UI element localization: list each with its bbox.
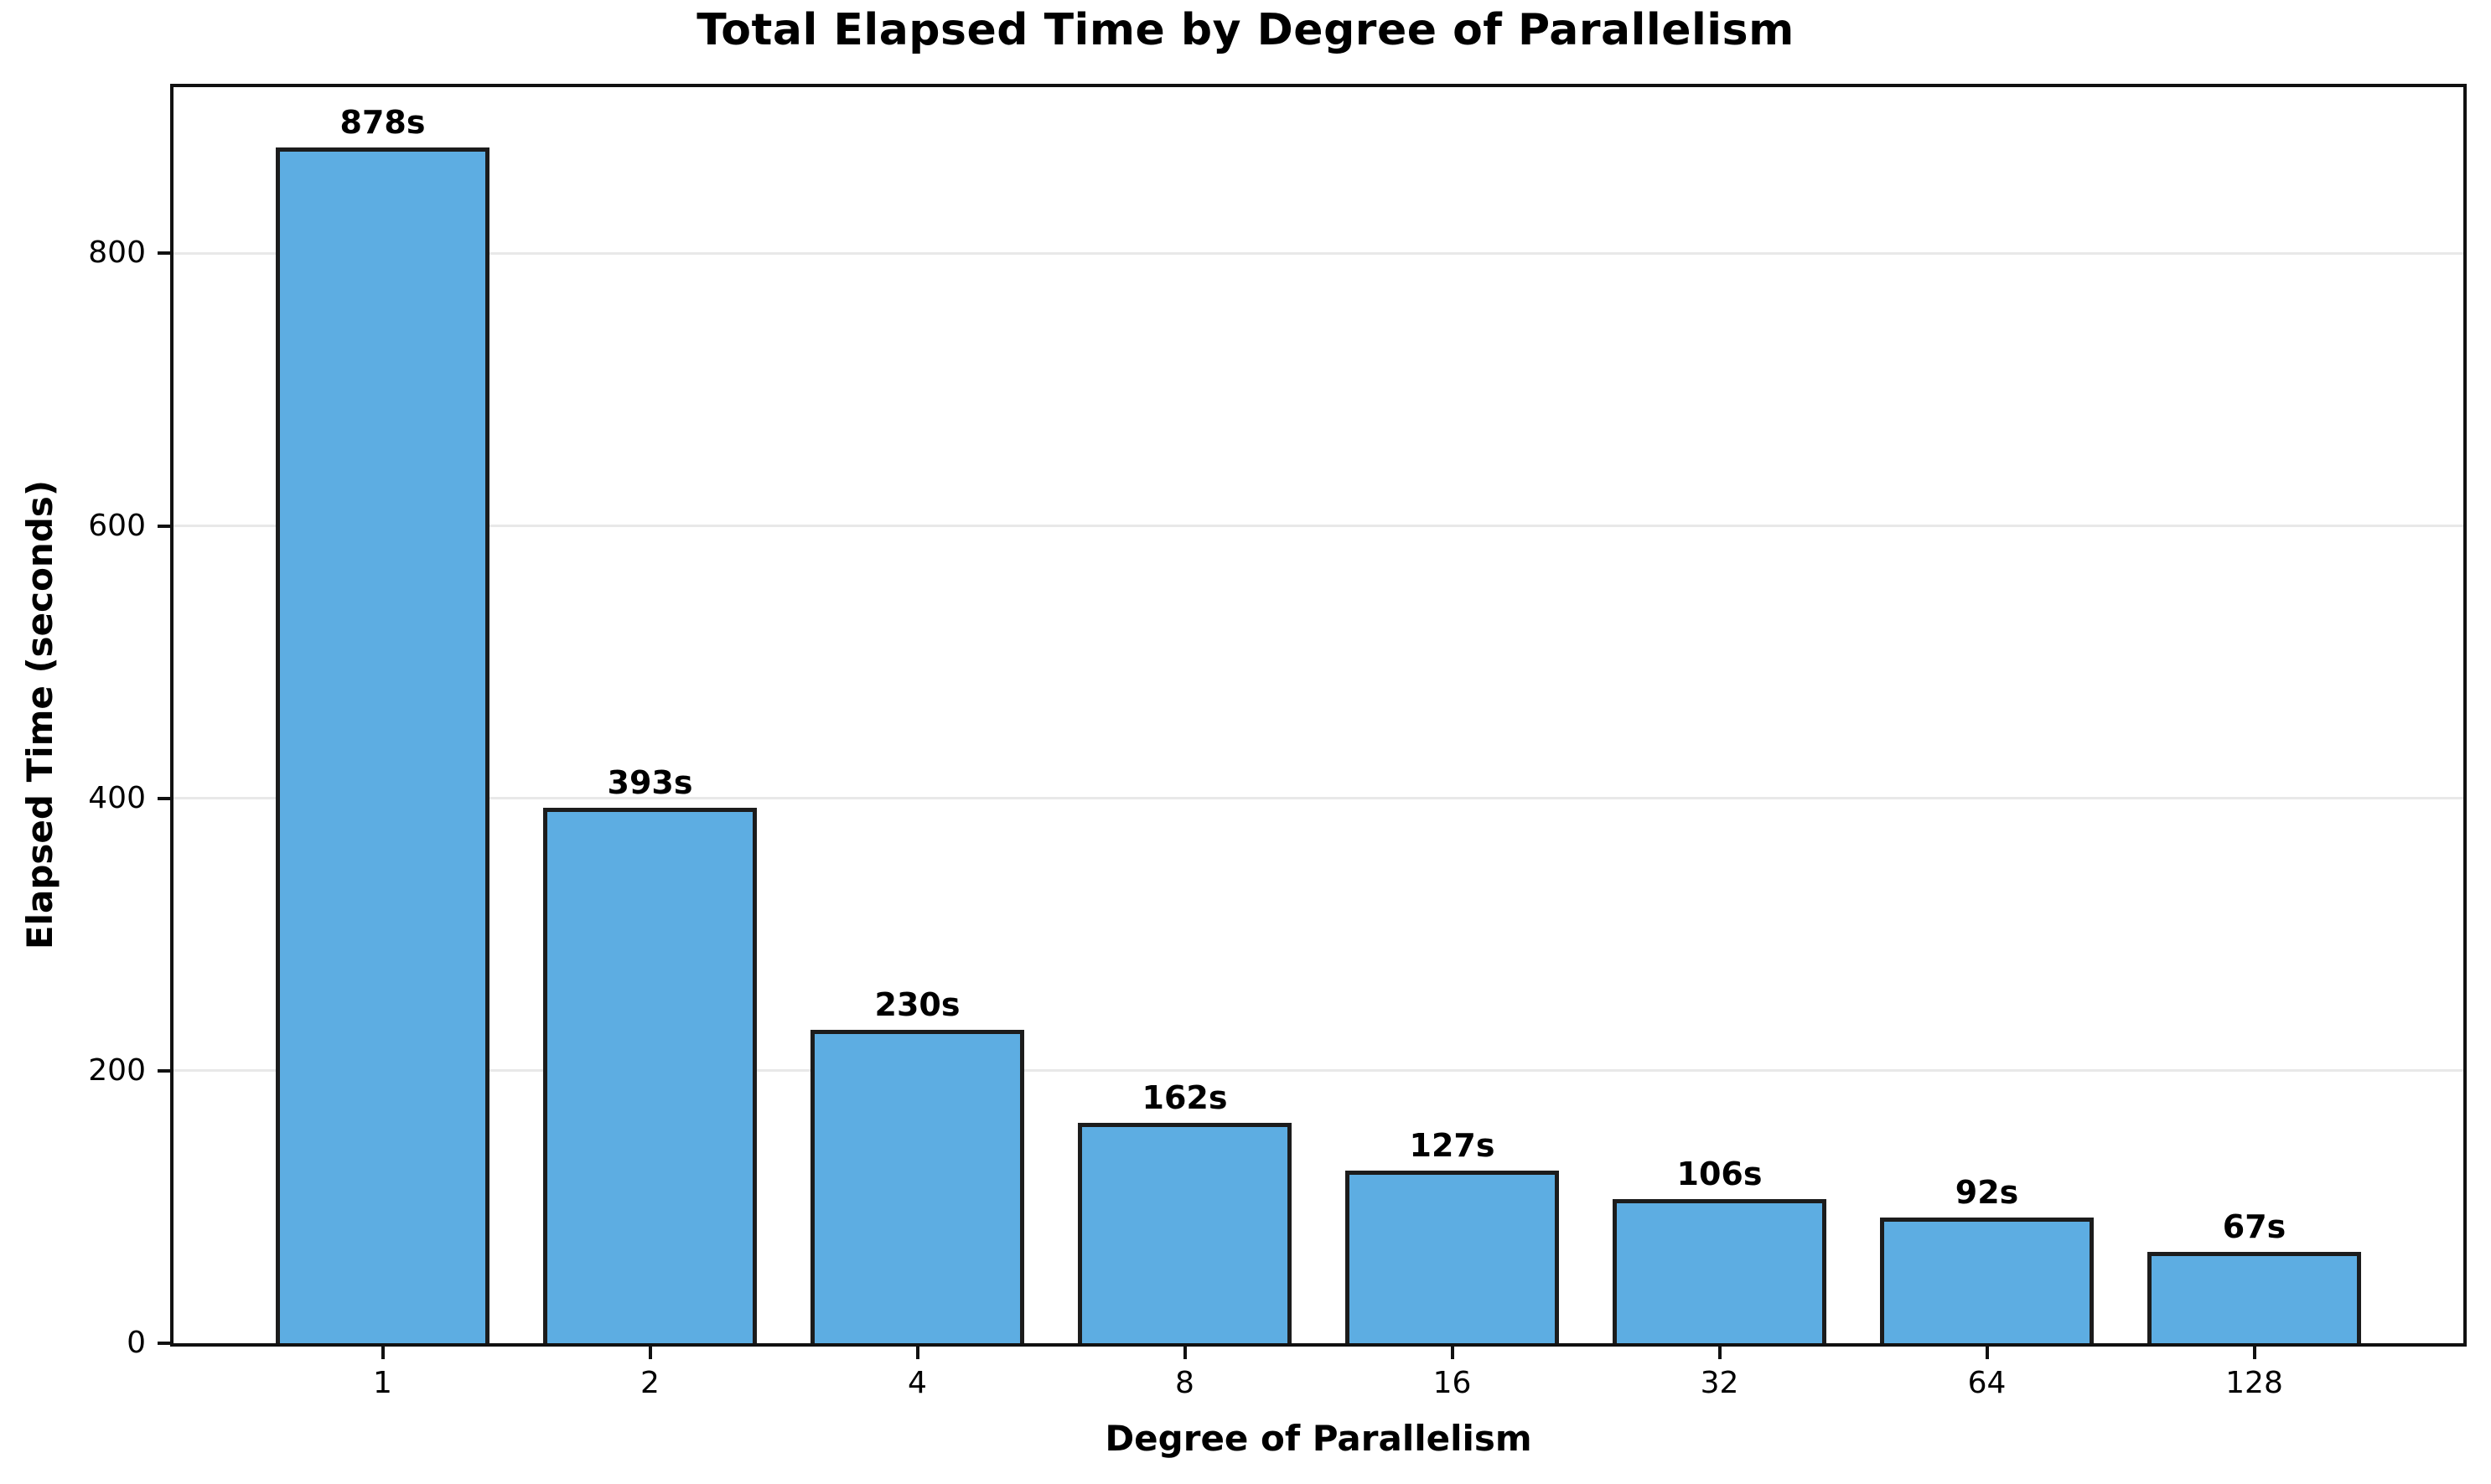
bar-value-label-32: 106s: [1676, 1155, 1763, 1192]
y-tick-label-200: 200: [88, 1052, 146, 1088]
bar-value-label-4: 230s: [874, 986, 961, 1024]
x-tick-mark-2: [648, 1347, 652, 1359]
y-tick-label-800: 800: [88, 235, 146, 271]
bar-64: [1880, 1218, 2094, 1343]
bar-value-label-2: 393s: [607, 764, 693, 802]
bar-value-label-128: 67s: [2222, 1208, 2286, 1246]
x-axis-label: Degree of Parallelism: [1105, 1418, 1532, 1459]
bar-128: [2147, 1252, 2361, 1343]
bar-1: [276, 147, 489, 1343]
x-tick-label-1: 1: [373, 1366, 392, 1400]
plot-area: 878s 393s 230s 162s 127s 106s 92s 67s: [170, 84, 2467, 1347]
gridline-600: [173, 525, 2463, 528]
x-tick-label-64: 64: [1967, 1366, 2007, 1400]
x-tick-label-4: 4: [908, 1366, 927, 1400]
bar-32: [1613, 1198, 1826, 1343]
y-axis-label: Elapsed Time (seconds): [19, 479, 60, 950]
y-tick-mark-800: [158, 251, 170, 256]
y-tick-mark-0: [158, 1342, 170, 1345]
bar-value-label-16: 127s: [1409, 1126, 1495, 1164]
x-tick-mark-4: [915, 1347, 919, 1359]
x-tick-label-2: 2: [640, 1366, 660, 1400]
x-tick-mark-128: [2252, 1347, 2256, 1359]
gridline-400: [173, 797, 2463, 800]
x-tick-mark-16: [1450, 1347, 1454, 1359]
x-tick-label-8: 8: [1175, 1366, 1194, 1400]
bar-value-label-8: 162s: [1142, 1078, 1228, 1116]
gridline-800: [173, 251, 2463, 255]
y-tick-label-600: 600: [88, 508, 146, 543]
gridline-200: [173, 1069, 2463, 1073]
y-tick-label-0: 0: [127, 1326, 146, 1360]
x-tick-mark-8: [1183, 1347, 1187, 1359]
bar-2: [543, 808, 757, 1343]
x-tick-label-32: 32: [1700, 1366, 1739, 1400]
y-tick-mark-400: [158, 796, 170, 800]
x-tick-label-16: 16: [1432, 1366, 1472, 1400]
bar-value-label-64: 92s: [1955, 1174, 2019, 1212]
y-tick-mark-600: [158, 524, 170, 528]
x-tick-mark-32: [1717, 1347, 1722, 1359]
x-tick-mark-64: [1985, 1347, 1989, 1359]
y-tick-mark-200: [158, 1068, 170, 1073]
x-tick-mark-1: [381, 1347, 385, 1359]
y-tick-label-400: 400: [88, 780, 146, 815]
bar-16: [1345, 1170, 1559, 1343]
x-tick-label-128: 128: [2225, 1366, 2283, 1400]
bar-value-label-1: 878s: [339, 103, 426, 141]
chart-title: Total Elapsed Time by Degree of Parallel…: [697, 5, 1794, 55]
bar-8: [1078, 1122, 1292, 1343]
bar-4: [810, 1030, 1024, 1343]
